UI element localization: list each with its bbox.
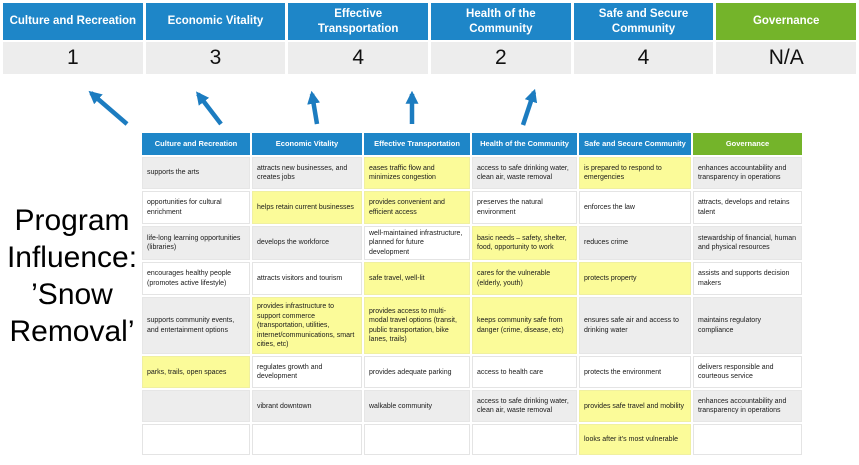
table-row: vibrant downtown walkable community acce… <box>142 390 802 423</box>
matrix-cell: parks, trails, open spaces <box>142 356 250 389</box>
matrix-cell: assists and supports decision makers <box>693 262 802 296</box>
matrix-header-row: Culture and Recreation Economic Vitality… <box>142 133 802 155</box>
score-value: 1 <box>3 42 143 74</box>
score-column-health: Health of the Community 2 <box>431 3 571 74</box>
matrix-cell: ensures safe air and access to drinking … <box>579 297 691 355</box>
matrix-cell <box>142 424 250 456</box>
matrix-cell: provides convenient and efficient access <box>364 191 470 224</box>
matrix-cell: access to safe drinking water, clean air… <box>472 390 577 423</box>
matrix-cell: provides adequate parking <box>364 356 470 389</box>
matrix-cell <box>472 424 577 456</box>
program-title: Program Influence: ’Snow Removal’ <box>6 204 138 348</box>
matrix-cell: keeps community safe from danger (crime,… <box>472 297 577 355</box>
matrix-cell: preserves the natural environment <box>472 191 577 224</box>
matrix-cell: attracts visitors and tourism <box>252 262 362 296</box>
matrix-cell: eases traffic flow and minimizes congest… <box>364 157 470 189</box>
matrix-cell: attracts new businesses, and creates job… <box>252 157 362 189</box>
matrix-header-health: Health of the Community <box>472 133 577 155</box>
matrix-cell: helps retain current businesses <box>252 191 362 224</box>
matrix-cell: supports community events, and entertain… <box>142 297 250 355</box>
matrix-cell: enhances accountability and transparency… <box>693 157 802 189</box>
matrix-cell: protects property <box>579 262 691 296</box>
matrix-cell: looks after it’s most vulnerable <box>579 424 691 456</box>
matrix-cell: maintains regulatory compliance <box>693 297 802 355</box>
matrix-cell: life-long learning opportunities (librar… <box>142 226 250 261</box>
matrix-cell: cares for the vulnerable (elderly, youth… <box>472 262 577 296</box>
matrix-cell: attracts, develops and retains talent <box>693 191 802 224</box>
table-row: parks, trails, open spaces regulates gro… <box>142 356 802 389</box>
matrix-cell: well-maintained infrastructure, planned … <box>364 226 470 261</box>
matrix-header-governance: Governance <box>693 133 802 155</box>
matrix-cell: enforces the law <box>579 191 691 224</box>
matrix-header-culture: Culture and Recreation <box>142 133 250 155</box>
matrix-cell: provides safe travel and mobility <box>579 390 691 423</box>
matrix-cell <box>252 424 362 456</box>
score-column-culture: Culture and Recreation 1 <box>3 3 143 74</box>
matrix-cell <box>364 424 470 456</box>
score-column-governance: Governance N/A <box>716 3 857 74</box>
score-header: Effective Transportation <box>288 3 429 40</box>
table-row: encourages healthy people (promotes acti… <box>142 262 802 296</box>
matrix-cell: regulates growth and development <box>252 356 362 389</box>
score-value: 4 <box>288 42 429 74</box>
table-row: supports community events, and entertain… <box>142 297 802 355</box>
scoreboard: Culture and Recreation 1 Economic Vitali… <box>3 3 857 74</box>
matrix-cell: delivers responsible and courteous servi… <box>693 356 802 389</box>
table-row: opportunities for cultural enrichment he… <box>142 191 802 224</box>
score-column-economic: Economic Vitality 3 <box>145 3 286 74</box>
arrow-up-icon <box>88 90 129 126</box>
matrix-cell: reduces crime <box>579 226 691 261</box>
matrix-cell: develops the workforce <box>252 226 362 261</box>
matrix-cell: walkable community <box>364 390 470 423</box>
matrix-cell: access to health care <box>472 356 577 389</box>
matrix-cell: provides access to multi-modal travel op… <box>364 297 470 355</box>
score-column-safe: Safe and Secure Community 4 <box>573 3 714 74</box>
matrix-cell: enhances accountability and transparency… <box>693 390 802 423</box>
score-value: 3 <box>145 42 286 74</box>
score-header: Governance <box>716 3 857 40</box>
matrix-cell: stewardship of financial, human and phys… <box>693 226 802 261</box>
matrix-header-economic: Economic Vitality <box>252 133 362 155</box>
table-row: life-long learning opportunities (librar… <box>142 226 802 261</box>
matrix-cell: is prepared to respond to emergencies <box>579 157 691 189</box>
arrow-up-icon <box>307 90 321 125</box>
matrix-cell: opportunities for cultural enrichment <box>142 191 250 224</box>
score-value: 2 <box>431 42 571 74</box>
score-header: Culture and Recreation <box>3 3 143 40</box>
score-header: Health of the Community <box>431 3 571 40</box>
score-header: Economic Vitality <box>145 3 286 40</box>
score-value: N/A <box>716 42 857 74</box>
table-row: looks after it’s most vulnerable <box>142 424 802 456</box>
matrix-cell: provides infrastructure to support comme… <box>252 297 362 355</box>
arrow-up-icon <box>196 91 223 126</box>
arrow-up-icon <box>520 88 538 126</box>
score-column-transportation: Effective Transportation 4 <box>288 3 429 74</box>
matrix-cell: vibrant downtown <box>252 390 362 423</box>
matrix-cell: safe travel, well-lit <box>364 262 470 296</box>
table-row: supports the arts attracts new businesse… <box>142 157 802 189</box>
matrix-header-safe: Safe and Secure Community <box>579 133 691 155</box>
matrix-cell <box>693 424 802 456</box>
matrix-cell: access to safe drinking water, clean air… <box>472 157 577 189</box>
matrix-cell: encourages healthy people (promotes acti… <box>142 262 250 296</box>
matrix-header-transportation: Effective Transportation <box>364 133 470 155</box>
score-header: Safe and Secure Community <box>573 3 714 40</box>
matrix-cell: protects the environment <box>579 356 691 389</box>
score-value: 4 <box>573 42 714 74</box>
influence-matrix: Culture and Recreation Economic Vitality… <box>140 131 804 457</box>
matrix-cell <box>142 390 250 423</box>
matrix-cell: supports the arts <box>142 157 250 189</box>
matrix-cell: basic needs – safety, shelter, food, opp… <box>472 226 577 261</box>
